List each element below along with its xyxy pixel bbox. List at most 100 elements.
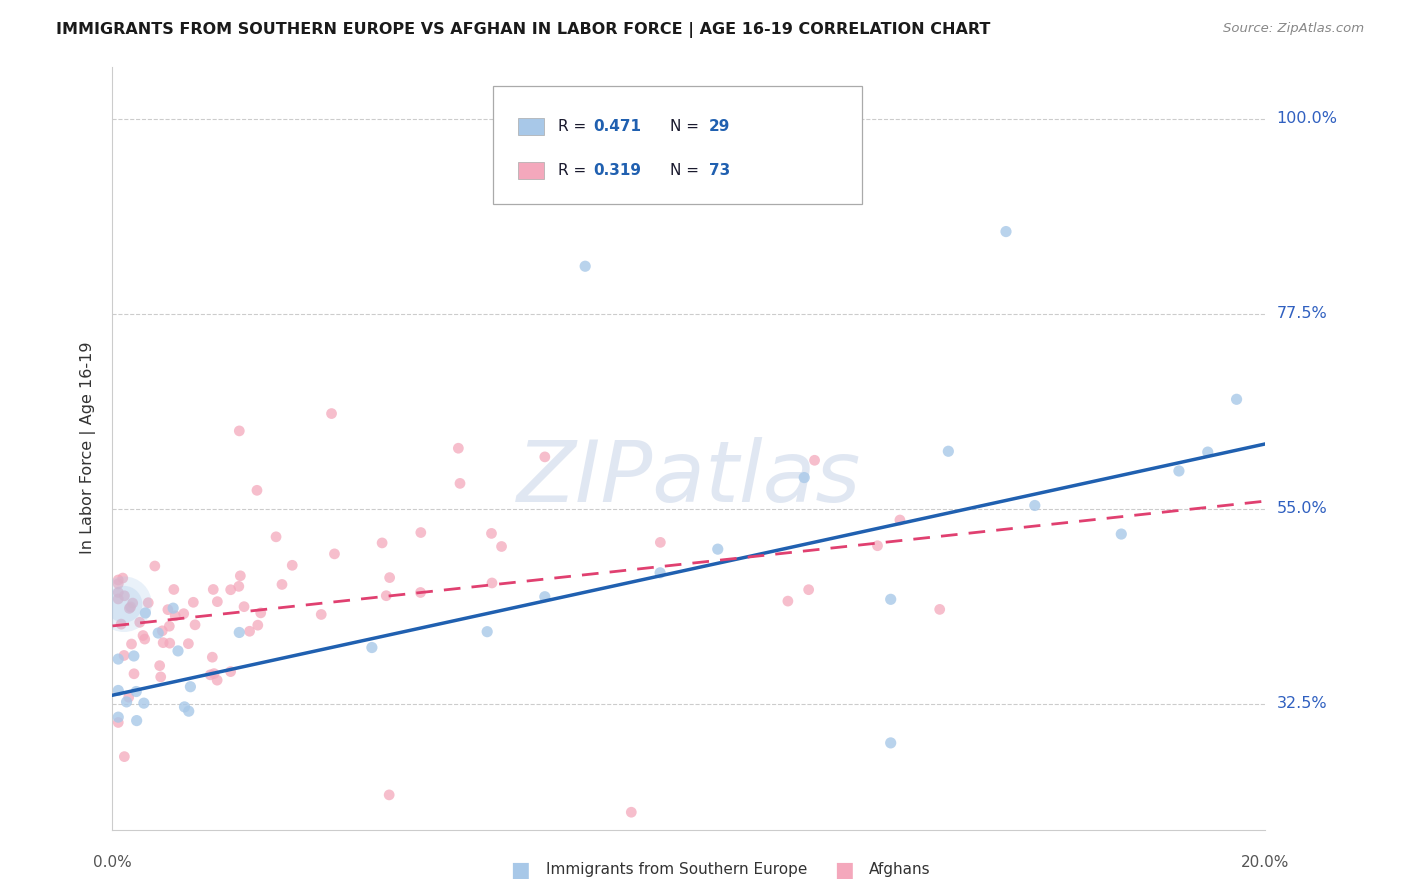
Point [134, 632, 156, 646]
Point [228, 579, 250, 593]
Point [149, 670, 172, 684]
Point [207, 594, 229, 608]
Point [128, 615, 150, 630]
Point [177, 637, 200, 651]
Point [620, 805, 643, 820]
Point [202, 666, 225, 681]
Point [793, 470, 815, 484]
Point [205, 673, 228, 688]
FancyBboxPatch shape [519, 118, 544, 135]
Point [107, 710, 129, 724]
Text: 29: 29 [709, 119, 730, 134]
Text: 100.0%: 100.0% [1277, 112, 1337, 127]
Point [447, 442, 470, 455]
Text: 77.5%: 77.5% [1277, 306, 1327, 321]
Point [201, 650, 224, 665]
Point [650, 566, 672, 580]
Point [281, 558, 304, 573]
Point [163, 582, 186, 597]
Point [650, 535, 672, 549]
FancyBboxPatch shape [494, 86, 862, 204]
Point [112, 749, 135, 764]
Point [152, 635, 174, 649]
Point [150, 624, 173, 638]
Point [125, 684, 148, 698]
Y-axis label: In Labor Force | Age 16-19: In Labor Force | Age 16-19 [80, 342, 96, 555]
Point [162, 601, 184, 615]
Point [173, 607, 195, 621]
Point [360, 640, 382, 655]
Point [107, 573, 129, 587]
Text: N =: N = [671, 163, 704, 178]
Point [239, 624, 262, 639]
Point [246, 483, 269, 498]
Point [475, 624, 499, 639]
Point [534, 590, 557, 604]
Point [309, 607, 332, 622]
Text: Source: ZipAtlas.com: Source: ZipAtlas.com [1223, 22, 1364, 36]
Text: 55.0%: 55.0% [1277, 501, 1327, 516]
Point [880, 592, 903, 607]
Point [165, 608, 187, 623]
Point [1111, 527, 1133, 541]
Text: Immigrants from Southern Europe: Immigrants from Southern Europe [546, 863, 807, 877]
Point [177, 704, 200, 718]
Point [534, 450, 557, 464]
Point [179, 680, 201, 694]
Text: R =: R = [558, 163, 591, 178]
Text: N =: N = [671, 119, 704, 134]
Point [112, 648, 135, 663]
Point [136, 596, 159, 610]
Point [184, 617, 207, 632]
Point [132, 696, 155, 710]
Point [378, 571, 401, 585]
Point [107, 591, 129, 606]
Point [121, 596, 143, 610]
Point [866, 539, 889, 553]
Point [246, 618, 269, 632]
Point [122, 666, 145, 681]
Point [183, 595, 205, 609]
Point [264, 530, 287, 544]
Point [202, 582, 225, 597]
Text: 0.319: 0.319 [593, 163, 641, 178]
Text: ■: ■ [510, 860, 530, 880]
Point [936, 444, 959, 458]
Point [707, 542, 730, 557]
Point [1197, 445, 1219, 459]
Point [371, 536, 394, 550]
Point [107, 577, 129, 591]
Point [1024, 499, 1046, 513]
Text: 32.5%: 32.5% [1277, 697, 1327, 712]
Point [249, 606, 271, 620]
Point [928, 602, 950, 616]
Point [107, 715, 129, 730]
Point [409, 525, 432, 540]
Point [118, 690, 141, 705]
Point [889, 513, 911, 527]
Point [271, 577, 294, 591]
Point [323, 547, 346, 561]
Point [880, 736, 903, 750]
Point [125, 714, 148, 728]
Point [481, 576, 503, 591]
Point [112, 597, 135, 611]
Point [228, 625, 250, 640]
Text: 73: 73 [709, 163, 730, 178]
Text: ZIPatlas: ZIPatlas [517, 437, 860, 520]
Point [157, 619, 180, 633]
Point [173, 699, 195, 714]
Point [167, 644, 190, 658]
Point [1226, 392, 1249, 407]
Point [121, 637, 143, 651]
Point [110, 617, 132, 632]
Point [156, 602, 179, 616]
Point [574, 259, 596, 273]
Point [776, 594, 799, 608]
Point [111, 571, 134, 585]
Point [120, 600, 142, 615]
Text: 20.0%: 20.0% [1241, 855, 1289, 870]
Point [1167, 464, 1189, 478]
Point [803, 453, 825, 467]
Point [112, 589, 135, 603]
